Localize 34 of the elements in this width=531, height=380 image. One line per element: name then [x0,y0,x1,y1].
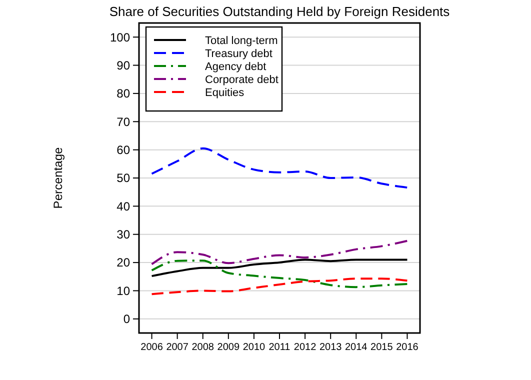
line-series [150,278,408,296]
x-tick-label: 2014 [345,342,368,353]
y-tick-label: 80 [116,86,130,101]
x-tick-label: 2012 [294,342,317,353]
chart-title: Share of Securities Outstanding Held by Foreign Residents [109,4,450,19]
x-tick-label: 2008 [192,342,214,353]
y-tick-label: 20 [116,256,130,270]
y-tick-label: 50 [116,171,130,186]
y-tick-label: 0 [123,312,130,326]
line-series [150,240,408,266]
y-tick-label: 30 [116,228,130,242]
x-tick-label: 2006 [140,342,164,353]
line-series [150,147,408,189]
y-tick-label: 40 [116,199,130,214]
x-tick-label: 2016 [396,342,419,353]
y-tick-label: 90 [116,58,130,72]
y-tick-label: 100 [110,30,130,44]
y-tick-label: 70 [116,114,130,129]
legend-label: Corporate debt [205,74,278,86]
line-series [150,258,408,278]
x-tick-label: 2013 [319,342,342,353]
x-tick-label: 2009 [217,342,240,353]
x-tick-label: 2015 [370,342,394,353]
y-tick-label: 10 [116,284,130,298]
legend-label: Equities [205,86,245,99]
legend-label: Total long-term [205,34,278,47]
line-series [150,260,408,288]
legend-label: Treasury debt [205,48,272,60]
y-tick-label: 60 [116,143,130,158]
legend-label: Agency debt [205,60,266,73]
x-tick-label: 2007 [166,342,189,353]
x-tick-label: 2010 [242,342,266,353]
x-tick-label: 2011 [268,342,291,353]
y-axis-title: Percentage [51,146,65,209]
